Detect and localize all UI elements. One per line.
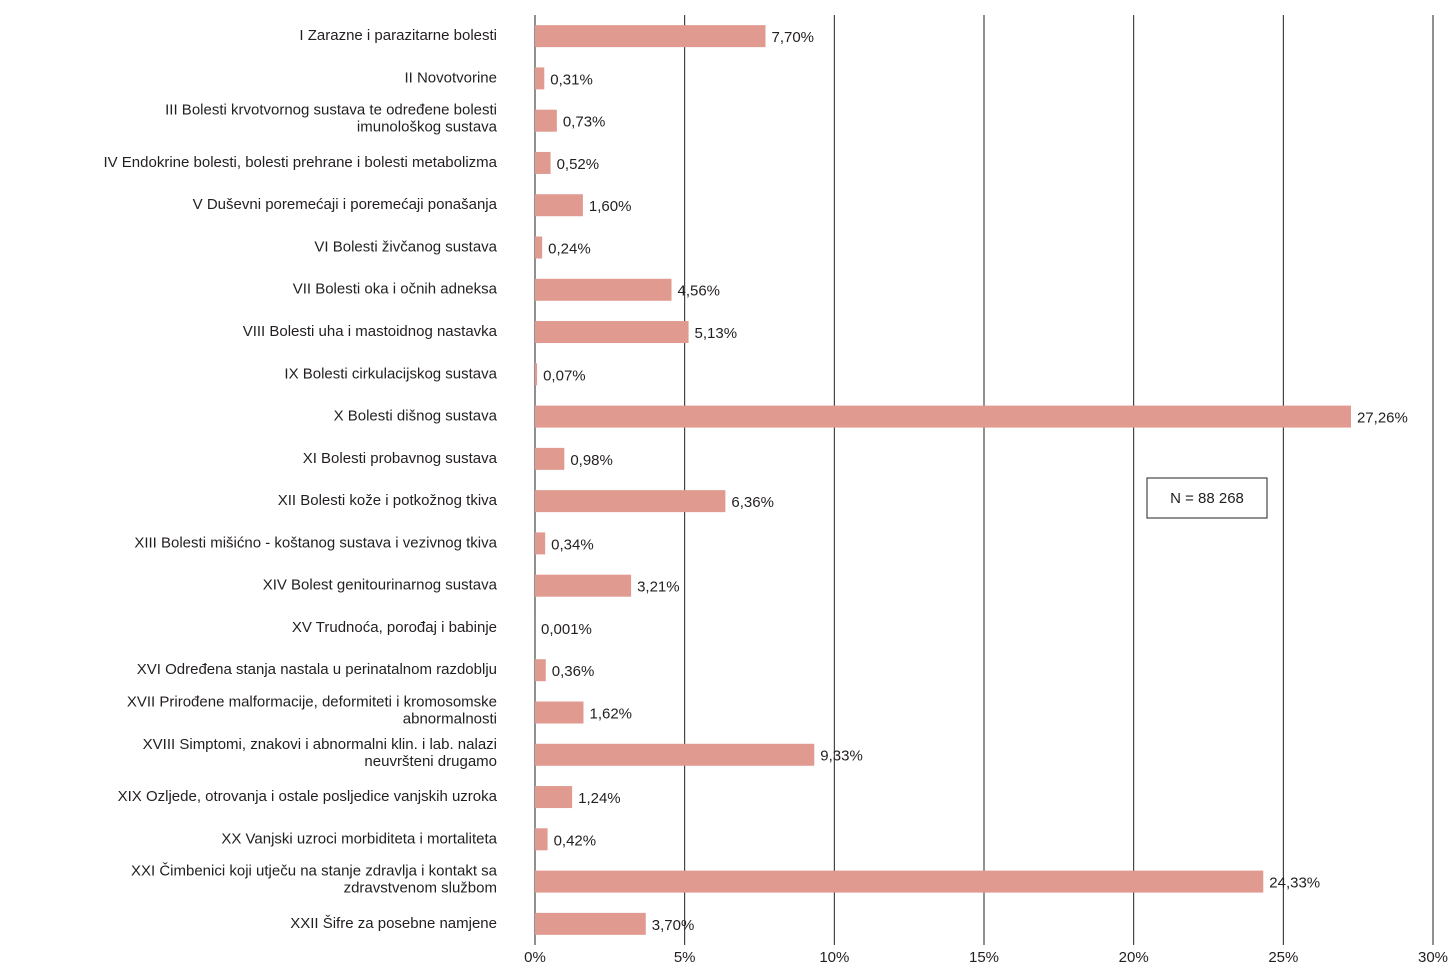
bar (535, 237, 542, 259)
x-tick-label: 10% (819, 949, 849, 966)
bar (535, 406, 1351, 428)
bar (535, 659, 546, 681)
category-label: XX Vanjski uzroci morbiditeta i mortalit… (221, 830, 497, 847)
category-label: IX Bolesti cirkulacijskog sustava (284, 365, 497, 382)
value-label: 0,52% (557, 156, 600, 173)
category-label-line: imunološkog sustava (357, 119, 498, 136)
x-tick-label: 15% (969, 949, 999, 966)
value-label: 27,26% (1357, 410, 1408, 427)
category-label: X Bolesti dišnog sustava (334, 408, 498, 425)
bar (535, 110, 557, 132)
bar (535, 828, 548, 850)
category-label: III Bolesti krvotvornog sustava te određ… (165, 102, 498, 136)
x-tick-label: 0% (524, 949, 546, 966)
bar (535, 490, 725, 512)
bar (535, 871, 1263, 893)
category-label: XII Bolesti kože i potkožnog tkiva (278, 492, 498, 509)
bar (535, 363, 537, 385)
category-label: XVIII Simptomi, znakovi i abnormalni kli… (143, 736, 497, 770)
bar (535, 321, 689, 343)
category-label: XVI Određena stanja nastala u perinataln… (137, 661, 497, 678)
category-label: VIII Bolesti uha i mastoidnog nastavka (243, 323, 498, 340)
category-label: XV Trudnoća, porođaj i babinje (292, 619, 497, 636)
bar (535, 575, 631, 597)
value-label: 0,42% (554, 832, 597, 849)
category-label: VI Bolesti živčanog sustava (314, 238, 497, 255)
bar (535, 913, 646, 935)
value-label: 7,70% (771, 29, 814, 46)
category-label-line: neuvršteni drugamo (364, 753, 497, 770)
value-label: 9,33% (820, 748, 863, 765)
bar (535, 194, 583, 216)
value-label: 24,33% (1269, 875, 1320, 892)
bar (535, 25, 765, 47)
category-label: XIV Bolest genitourinarnog sustava (263, 577, 498, 594)
category-label-line: III Bolesti krvotvornog sustava te određ… (165, 102, 497, 119)
value-label: 0,001% (541, 621, 592, 638)
value-label: 0,36% (552, 663, 595, 680)
value-label: 1,62% (589, 705, 632, 722)
category-label-line: XVII Prirođene malformacije, deformiteti… (127, 693, 497, 710)
category-label: V Duševni poremećaji i poremećaji ponaša… (193, 196, 498, 213)
bar (535, 279, 671, 301)
value-label: 0,98% (570, 452, 613, 469)
bar (535, 152, 551, 174)
category-label: XI Bolesti probavnog sustava (303, 450, 498, 467)
category-label: XVII Prirođene malformacije, deformiteti… (127, 693, 497, 727)
category-label: XIX Ozljede, otrovanja i ostale posljedi… (118, 788, 498, 805)
x-tick-label: 30% (1418, 949, 1448, 966)
x-tick-label: 25% (1268, 949, 1298, 966)
value-label: 0,73% (563, 114, 606, 131)
bar (535, 532, 545, 554)
category-label: II Novotvorine (404, 69, 497, 86)
bar (535, 67, 544, 89)
value-label: 0,31% (550, 71, 593, 88)
category-label: XIII Bolesti mišićno - koštanog sustava … (134, 534, 497, 551)
value-label: 0,34% (551, 536, 594, 553)
value-label: 0,07% (543, 367, 586, 384)
category-label: IV Endokrine bolesti, bolesti prehrane i… (103, 154, 497, 171)
category-label-line: XVIII Simptomi, znakovi i abnormalni kli… (143, 736, 497, 753)
category-label-line: zdravstvenom službom (344, 880, 497, 897)
bar (535, 744, 814, 766)
category-label-line: XXI Čimbenici koji utječu na stanje zdra… (131, 863, 498, 880)
value-label: 5,13% (695, 325, 738, 342)
x-tick-label: 5% (674, 949, 696, 966)
category-label: I Zarazne i parazitarne bolesti (299, 27, 497, 44)
category-label: XXI Čimbenici koji utječu na stanje zdra… (131, 863, 498, 897)
value-label: 0,24% (548, 240, 591, 257)
value-label: 1,24% (578, 790, 621, 807)
bar (535, 786, 572, 808)
category-label: XXII Šifre za posebne namjene (290, 915, 497, 932)
category-label: VII Bolesti oka i očnih adneksa (293, 281, 498, 298)
bar (535, 702, 583, 724)
value-label: 4,56% (677, 283, 720, 300)
value-label: 1,60% (589, 198, 632, 215)
annotation: N = 88 268 (1170, 490, 1244, 507)
value-label: 6,36% (731, 494, 774, 511)
category-label-line: abnormalnosti (403, 710, 497, 727)
value-label: 3,70% (652, 917, 695, 934)
bar (535, 448, 564, 470)
x-tick-label: 20% (1119, 949, 1149, 966)
value-label: 3,21% (637, 579, 680, 596)
